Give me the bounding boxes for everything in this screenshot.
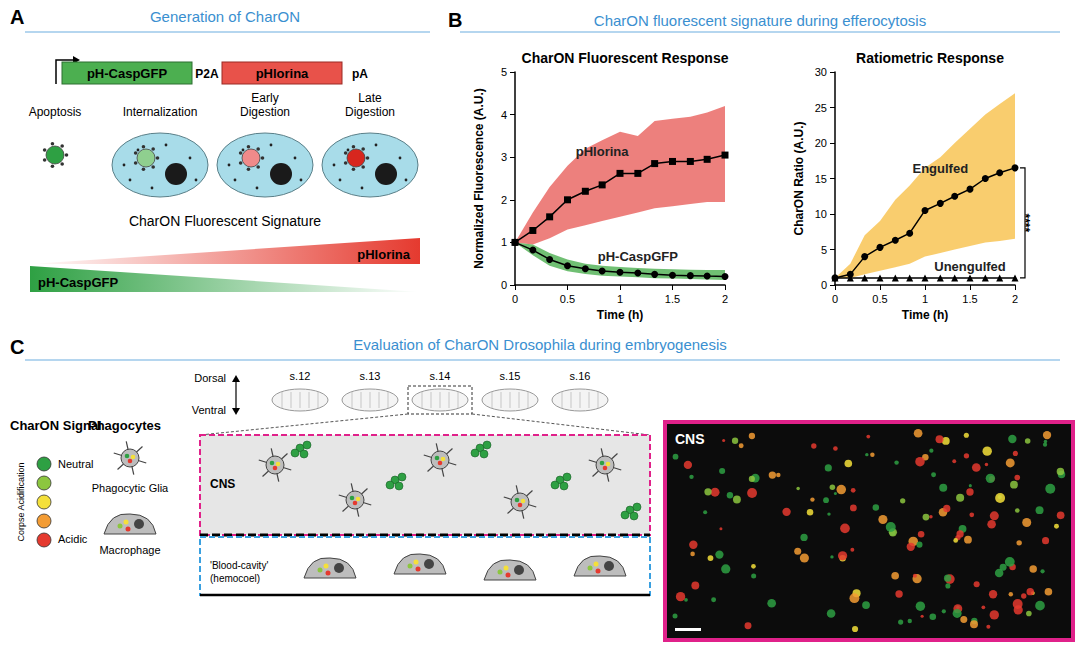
svg-text:5: 5: [501, 66, 507, 78]
svg-text:1.5: 1.5: [665, 293, 680, 305]
svg-text:pHlorina: pHlorina: [357, 247, 410, 262]
svg-text:pH-CaspGFP: pH-CaspGFP: [598, 249, 679, 264]
svg-text:pHlorina: pHlorina: [256, 66, 309, 81]
svg-text:s.16: s.16: [570, 370, 591, 382]
svg-text:B: B: [448, 9, 462, 31]
svg-text:pH-CaspGFP: pH-CaspGFP: [87, 66, 168, 81]
svg-text:0: 0: [832, 293, 838, 305]
svg-text:Neutral: Neutral: [58, 458, 93, 470]
svg-text:Digestion: Digestion: [345, 105, 395, 119]
svg-text:Engulfed: Engulfed: [912, 161, 968, 176]
svg-text:Apoptosis: Apoptosis: [29, 105, 82, 119]
svg-text:15: 15: [815, 173, 827, 185]
svg-text:Corpse Acidification: Corpse Acidification: [16, 462, 26, 541]
svg-text:20: 20: [815, 137, 827, 149]
svg-text:4: 4: [501, 109, 507, 121]
svg-text:s.13: s.13: [360, 370, 381, 382]
svg-text:CharON Ratio (A.U.): CharON Ratio (A.U.): [792, 121, 806, 235]
svg-text:Dorsal: Dorsal: [194, 372, 226, 384]
svg-text:CNS: CNS: [210, 477, 235, 491]
svg-text:Early: Early: [251, 91, 278, 105]
svg-text:CharON Signal: CharON Signal: [10, 418, 102, 433]
svg-text:Phagocytes: Phagocytes: [88, 418, 161, 433]
svg-text:Ratiometric Response: Ratiometric Response: [856, 50, 1004, 66]
svg-text:Evaluation of CharON Drosophil: Evaluation of CharON Drosophila during e…: [353, 336, 727, 353]
svg-text:s.14: s.14: [430, 370, 451, 382]
svg-text:P2A: P2A: [195, 67, 219, 81]
svg-text:Time (h): Time (h): [902, 308, 948, 322]
svg-text:pA: pA: [352, 67, 368, 81]
svg-text:0: 0: [512, 293, 518, 305]
svg-text:(hemocoel): (hemocoel): [210, 573, 260, 584]
svg-text:2: 2: [501, 194, 507, 206]
svg-text:Generation of CharON: Generation of CharON: [150, 8, 300, 25]
svg-text:Macrophage: Macrophage: [99, 544, 160, 556]
svg-text:pHlorina: pHlorina: [576, 144, 629, 159]
svg-text:25: 25: [815, 102, 827, 114]
svg-text:2: 2: [1012, 293, 1018, 305]
svg-text:s.12: s.12: [290, 370, 311, 382]
svg-text:1: 1: [617, 293, 623, 305]
svg-text:Unengulfed: Unengulfed: [934, 259, 1006, 274]
svg-text:Time (h): Time (h): [597, 308, 643, 322]
svg-text:Phagocytic Glia: Phagocytic Glia: [92, 482, 169, 494]
svg-text:Normalized Fluorescence (A.U.): Normalized Fluorescence (A.U.): [472, 88, 486, 269]
svg-text:0: 0: [501, 279, 507, 291]
svg-text:30: 30: [815, 66, 827, 78]
svg-text:s.15: s.15: [500, 370, 521, 382]
svg-text:1.5: 1.5: [962, 293, 977, 305]
svg-text:1: 1: [501, 236, 507, 248]
svg-text:CNS: CNS: [675, 431, 705, 447]
svg-text:1: 1: [922, 293, 928, 305]
svg-text:C: C: [10, 336, 24, 358]
svg-text:****: ****: [1018, 214, 1032, 233]
svg-text:'Blood-cavity': 'Blood-cavity': [210, 560, 268, 571]
svg-text:Digestion: Digestion: [240, 105, 290, 119]
svg-text:5: 5: [821, 244, 827, 256]
svg-text:CharON fluorescent signature d: CharON fluorescent signature during effe…: [594, 12, 926, 29]
svg-text:0: 0: [821, 279, 827, 291]
svg-text:A: A: [10, 6, 24, 28]
svg-text:CharON Fluorescent Response: CharON Fluorescent Response: [522, 50, 729, 66]
svg-text:2: 2: [722, 293, 728, 305]
svg-text:0.5: 0.5: [872, 293, 887, 305]
svg-text:3: 3: [501, 151, 507, 163]
svg-text:10: 10: [815, 208, 827, 220]
svg-text:CharON Fluorescent Signature: CharON Fluorescent Signature: [129, 213, 321, 229]
svg-text:pH-CaspGFP: pH-CaspGFP: [38, 275, 119, 290]
svg-text:Late: Late: [358, 91, 382, 105]
svg-text:0.5: 0.5: [560, 293, 575, 305]
svg-text:Acidic: Acidic: [58, 533, 88, 545]
svg-text:Internalization: Internalization: [123, 105, 198, 119]
svg-text:Ventral: Ventral: [192, 404, 226, 416]
